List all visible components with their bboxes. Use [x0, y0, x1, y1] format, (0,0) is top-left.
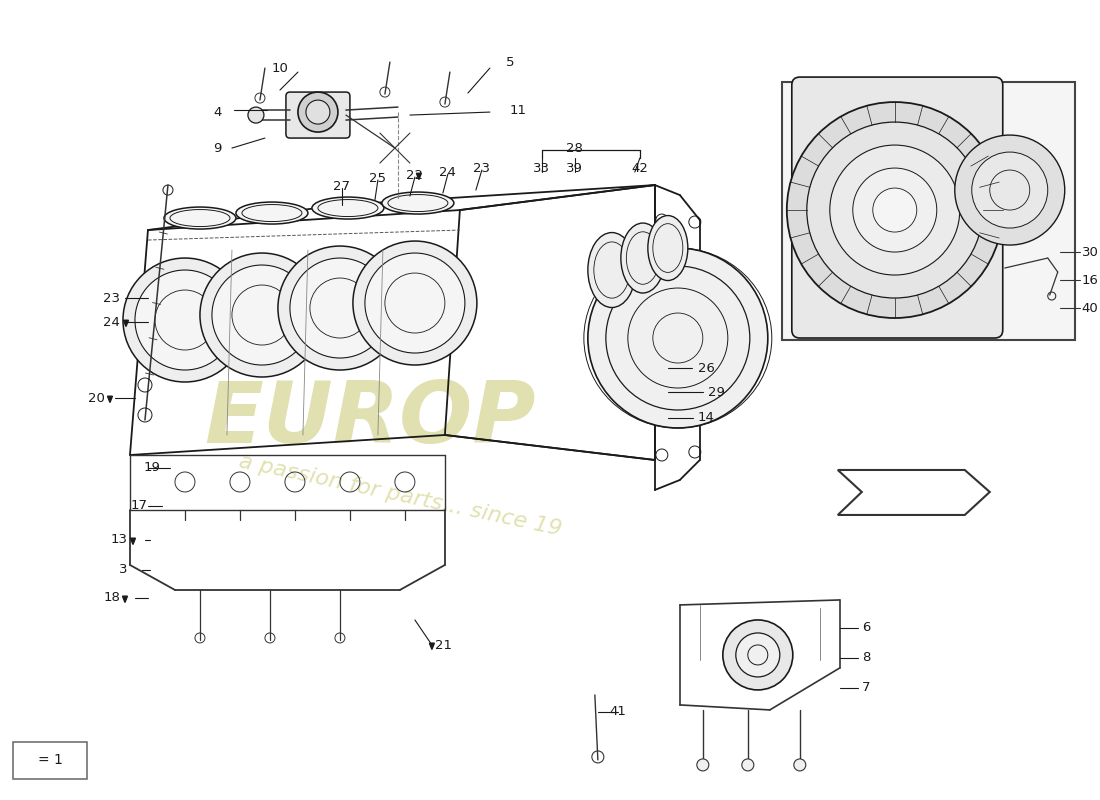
Ellipse shape [587, 233, 636, 307]
FancyBboxPatch shape [782, 82, 1075, 340]
Circle shape [736, 633, 780, 677]
Text: 24: 24 [103, 315, 120, 329]
Text: 19: 19 [143, 462, 160, 474]
Ellipse shape [620, 223, 664, 293]
Polygon shape [123, 320, 129, 326]
Circle shape [794, 759, 806, 771]
Text: 6: 6 [861, 622, 870, 634]
Text: 33: 33 [534, 162, 550, 174]
Text: 5: 5 [506, 55, 514, 69]
Circle shape [723, 620, 793, 690]
Circle shape [587, 248, 768, 428]
Text: 21: 21 [434, 639, 452, 653]
Text: 23: 23 [103, 291, 120, 305]
FancyBboxPatch shape [286, 92, 350, 138]
Ellipse shape [648, 215, 688, 281]
Circle shape [248, 107, 264, 123]
Text: 13: 13 [111, 534, 128, 546]
Text: 39: 39 [566, 162, 583, 174]
Text: 14: 14 [697, 411, 715, 425]
Circle shape [353, 241, 477, 365]
Text: 22: 22 [406, 169, 424, 182]
Circle shape [123, 258, 246, 382]
Polygon shape [417, 174, 421, 179]
Circle shape [696, 759, 708, 771]
Polygon shape [131, 538, 135, 545]
Text: 17: 17 [131, 499, 149, 513]
Circle shape [278, 246, 402, 370]
Circle shape [365, 253, 465, 353]
Text: 30: 30 [1081, 246, 1099, 258]
Text: EUROP: EUROP [205, 378, 536, 462]
Text: 3: 3 [120, 563, 128, 577]
Ellipse shape [164, 207, 235, 229]
Polygon shape [108, 396, 112, 402]
Text: 16: 16 [1081, 274, 1099, 286]
Text: 41: 41 [609, 706, 626, 718]
Polygon shape [23, 758, 29, 765]
Circle shape [786, 102, 1003, 318]
Circle shape [955, 135, 1065, 245]
Text: 20: 20 [88, 391, 104, 405]
Text: 28: 28 [566, 142, 583, 154]
Text: a passion for parts... since 19: a passion for parts... since 19 [236, 451, 563, 539]
Circle shape [200, 253, 323, 377]
Text: 18: 18 [103, 591, 120, 605]
Text: 29: 29 [707, 386, 725, 398]
Text: 42: 42 [631, 162, 648, 174]
Circle shape [135, 270, 235, 370]
Circle shape [212, 265, 312, 365]
Ellipse shape [312, 197, 384, 219]
Circle shape [306, 100, 330, 124]
Circle shape [829, 145, 960, 275]
Ellipse shape [235, 202, 308, 224]
Ellipse shape [382, 192, 454, 214]
Text: 9: 9 [213, 142, 222, 154]
Text: 4: 4 [213, 106, 222, 118]
Circle shape [852, 168, 937, 252]
Polygon shape [838, 470, 990, 515]
Text: 23: 23 [473, 162, 491, 174]
Text: = 1: = 1 [39, 753, 63, 767]
Circle shape [741, 759, 754, 771]
Text: 10: 10 [272, 62, 288, 74]
Text: 7: 7 [861, 682, 870, 694]
Polygon shape [122, 596, 128, 602]
Text: 11: 11 [510, 103, 527, 117]
Circle shape [872, 188, 916, 232]
Text: 25: 25 [370, 171, 386, 185]
FancyBboxPatch shape [13, 742, 87, 779]
Circle shape [971, 152, 1047, 228]
Polygon shape [429, 643, 434, 650]
Circle shape [298, 92, 338, 132]
Text: 40: 40 [1081, 302, 1099, 314]
FancyBboxPatch shape [792, 77, 1003, 338]
Circle shape [806, 122, 982, 298]
Text: 27: 27 [333, 179, 351, 193]
Text: 24: 24 [440, 166, 456, 178]
Text: 8: 8 [861, 651, 870, 665]
Text: 26: 26 [697, 362, 715, 374]
Circle shape [290, 258, 389, 358]
